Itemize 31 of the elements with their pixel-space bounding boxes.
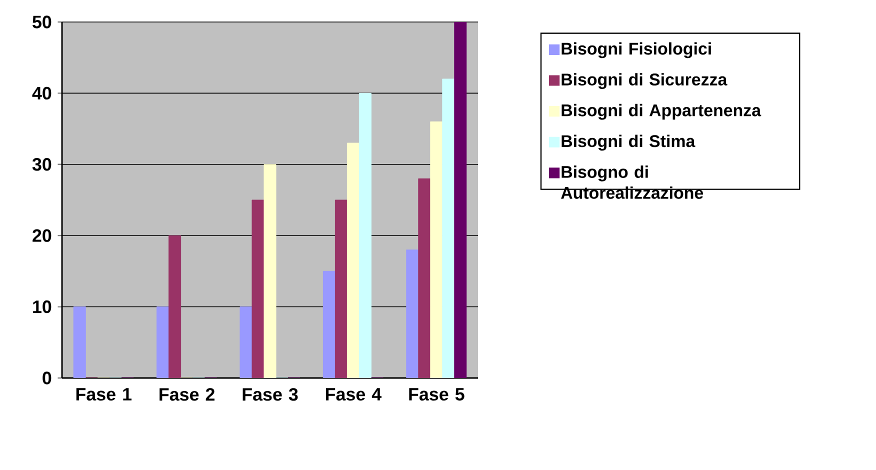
bar bbox=[346, 142, 360, 378]
legend-label: Bisogni Fisiologici bbox=[562, 42, 711, 58]
y-tick-label: 0 bbox=[42, 372, 52, 384]
y-tick-label: 20 bbox=[32, 229, 52, 242]
bar bbox=[454, 22, 467, 378]
legend-label: Bisogno di Autorealizzazione bbox=[561, 166, 704, 199]
bar bbox=[168, 235, 182, 378]
bar bbox=[252, 200, 264, 378]
bar bbox=[73, 306, 86, 378]
y-tick-label: 30 bbox=[32, 158, 52, 171]
legend-label: Bisogni di Appartenenza bbox=[562, 104, 762, 120]
bar bbox=[322, 270, 336, 378]
bar bbox=[430, 121, 443, 378]
x-tick-label: Fase 1 bbox=[76, 388, 132, 401]
legend-label: Bisogni di Stima bbox=[562, 134, 696, 151]
y-tick-label: 40 bbox=[32, 86, 52, 100]
x-tick-label: Fase 4 bbox=[326, 388, 382, 401]
bar bbox=[334, 200, 348, 378]
bar bbox=[264, 164, 276, 378]
x-tick-label: Fase 5 bbox=[409, 388, 464, 401]
y-tick-label: 50 bbox=[32, 16, 52, 28]
legend-label: Bisogni di Sicurezza bbox=[562, 73, 728, 89]
x-tick-label: Fase 2 bbox=[160, 388, 214, 401]
bar bbox=[156, 306, 170, 378]
bar bbox=[442, 78, 455, 378]
x-tick-label: Fase 3 bbox=[242, 388, 298, 401]
bar bbox=[418, 178, 431, 378]
bar bbox=[240, 306, 252, 378]
bar bbox=[358, 92, 372, 378]
y-tick-label: 10 bbox=[33, 300, 52, 314]
bar bbox=[406, 250, 419, 378]
